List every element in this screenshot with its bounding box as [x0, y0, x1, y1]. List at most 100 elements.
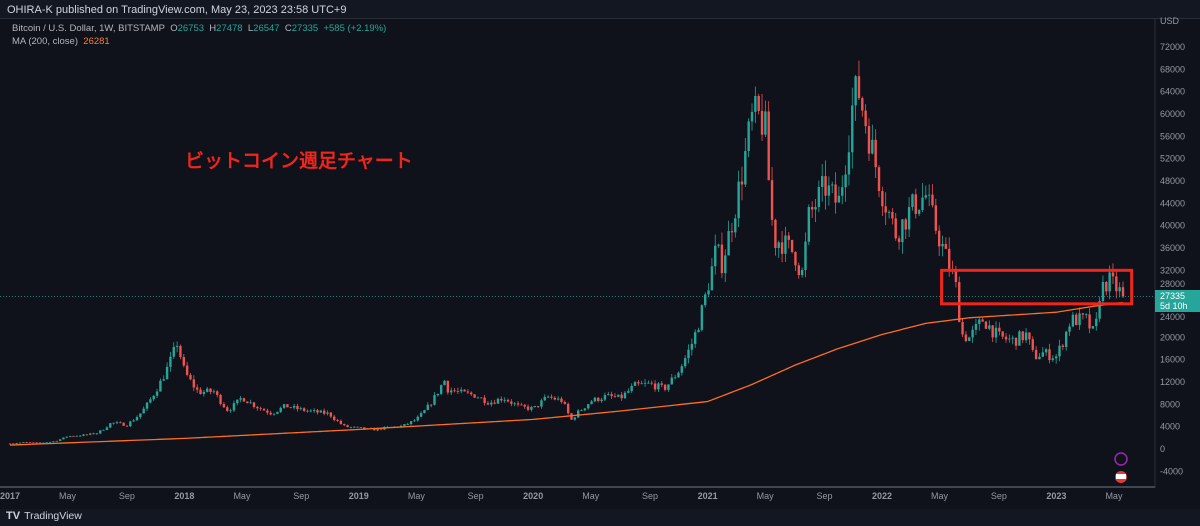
candle-body: [550, 396, 553, 398]
brand-name: TradingView: [24, 510, 82, 522]
candle-body: [226, 407, 229, 411]
candle-body: [961, 322, 964, 335]
candle-body: [38, 442, 42, 444]
candle-body: [299, 408, 302, 410]
candle-body: [109, 423, 112, 428]
candle-body: [433, 395, 436, 405]
candle-body: [653, 383, 657, 390]
candle-body: [526, 406, 530, 410]
candle-body: [302, 408, 306, 411]
candle-body: [65, 436, 69, 438]
candle-body: [841, 187, 844, 196]
candle-body: [643, 382, 647, 384]
candle-body: [797, 265, 800, 276]
candle-body: [633, 382, 637, 386]
candle-body: [790, 239, 794, 252]
us-flag-stripe: [1116, 474, 1126, 479]
candle-body: [333, 416, 336, 420]
price-tick-label: 16000: [1160, 355, 1185, 365]
candle-body: [199, 389, 202, 395]
candle-body: [673, 377, 677, 379]
candle-body: [446, 380, 450, 393]
time-tick-label: May: [582, 491, 600, 501]
candle-body: [329, 412, 333, 417]
ma-label[interactable]: MA (200, close): [12, 36, 78, 47]
candle-body: [617, 394, 620, 397]
candle-body: [443, 380, 446, 386]
candle-body: [135, 417, 139, 421]
candle-body: [149, 399, 152, 403]
candle-body: [1008, 338, 1011, 340]
high-label: H: [209, 23, 217, 34]
time-tick-label: Sep: [119, 491, 135, 501]
candle-body: [904, 219, 907, 230]
candle-body: [837, 195, 841, 203]
candle-body: [844, 174, 847, 188]
ma-200-line: [9, 301, 1123, 446]
candle-body: [867, 126, 871, 154]
candle-body: [449, 390, 453, 393]
candle-body: [266, 410, 269, 413]
candle-body: [924, 195, 928, 198]
candle-body: [296, 405, 299, 410]
candle-body: [246, 401, 249, 404]
candle-body: [115, 422, 119, 424]
symbol-name[interactable]: Bitcoin / U.S. Dollar, 1W, BITSTAMP: [12, 23, 165, 34]
candle-body: [316, 410, 319, 413]
candle-body: [704, 294, 707, 306]
candle-body: [15, 443, 18, 444]
candle-body: [1028, 332, 1031, 340]
candle-body: [376, 428, 379, 431]
candle-body: [1054, 356, 1058, 359]
candle-body: [730, 231, 734, 233]
candle-body: [513, 403, 516, 405]
candle-body: [439, 385, 443, 394]
candle-body: [466, 391, 470, 393]
candle-body: [647, 382, 650, 384]
candle-body: [1071, 314, 1075, 327]
candle-body: [623, 392, 627, 399]
ma-legend: MA (200, close) 26281: [12, 35, 386, 48]
candle-body: [413, 420, 416, 422]
candle-body: [209, 388, 212, 392]
candle-body: [540, 400, 543, 407]
candle-body: [780, 242, 784, 254]
candle-body: [693, 332, 697, 344]
chart-pane[interactable]: [0, 18, 1200, 509]
candle-body: [700, 305, 704, 330]
candle-body: [683, 358, 687, 367]
candle-body: [610, 394, 613, 397]
candle-body: [650, 382, 653, 384]
candle-body: [496, 398, 500, 404]
price-tick-label: 68000: [1160, 64, 1185, 74]
candle-body: [750, 111, 754, 122]
candle-body: [566, 403, 570, 414]
candle-body: [974, 323, 978, 330]
price-tick-label: 60000: [1160, 109, 1185, 119]
candle-body: [640, 383, 643, 385]
candle-body: [981, 319, 984, 322]
candle-body: [510, 401, 513, 404]
candle-body: [760, 110, 764, 135]
candle-body: [276, 411, 279, 414]
candle-body: [28, 442, 32, 444]
candle-body: [95, 433, 99, 435]
candle-body: [991, 325, 994, 338]
candle-body: [984, 321, 988, 329]
candle-body: [861, 98, 864, 111]
candle-body: [864, 110, 867, 127]
footer-brand[interactable]: TV TradingView: [6, 510, 82, 522]
candle-body: [660, 383, 663, 385]
price-tick-label: 32000: [1160, 265, 1185, 275]
candle-body: [129, 421, 132, 427]
candle-body: [1038, 356, 1041, 360]
time-tick-label: May: [408, 491, 426, 501]
time-tick-label: 2017: [0, 491, 20, 501]
candle-body: [262, 408, 266, 411]
candle-body: [48, 441, 52, 443]
candle-body: [546, 396, 550, 398]
lightning-event-icon: [1114, 452, 1128, 466]
candle-body: [958, 282, 961, 323]
candle-body: [195, 387, 199, 390]
candle-body: [306, 410, 309, 412]
